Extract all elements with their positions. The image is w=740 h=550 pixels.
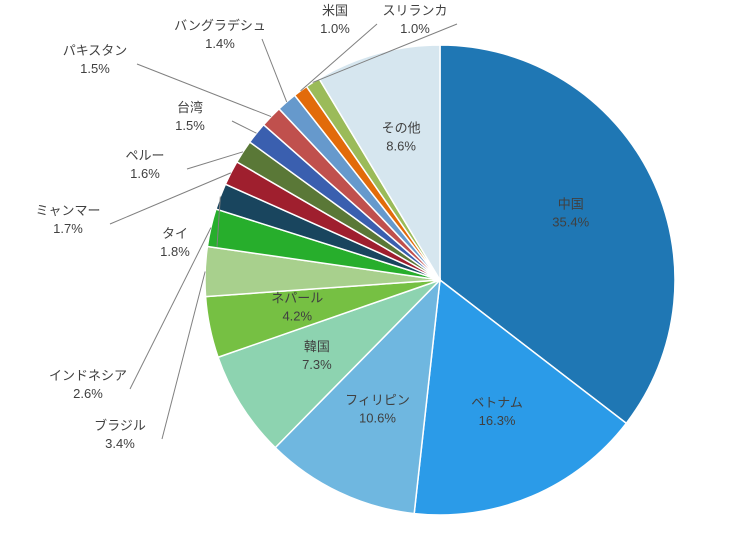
slice-label-percent: 4.2%: [282, 308, 312, 323]
ext-label-name: ペルー: [125, 148, 164, 163]
ext-label-percent: 1.8%: [160, 244, 190, 259]
slice-label-name: その他: [382, 121, 421, 136]
slice-label-percent: 7.3%: [302, 357, 332, 372]
ext-label-name: インドネシア: [49, 368, 127, 383]
ext-label-percent: 2.6%: [73, 386, 103, 401]
ext-label-percent: 1.6%: [130, 166, 160, 181]
pie-chart: 中国 35.4% ベトナム 16.3% フィリピン 10.6% 韓国 7.3% ネパール 4.2%…: [0, 0, 740, 550]
slice-label-percent: 10.6%: [359, 411, 396, 426]
slice-label-percent: 8.6%: [386, 139, 416, 154]
slice-label-name: ベトナム: [471, 395, 523, 410]
ext-label-percent: 1.7%: [53, 221, 83, 236]
slice-label-percent: 16.3%: [479, 413, 516, 428]
ext-label-name: タイ: [162, 226, 188, 241]
ext-label-name: バングラデシュ: [174, 18, 266, 33]
leader-line: [110, 173, 231, 224]
slice-label-name: 韓国: [304, 339, 330, 354]
leader-line: [137, 64, 271, 117]
ext-label-name: ブラジル: [94, 418, 146, 433]
slice-label-name: ネパール: [271, 290, 323, 305]
ext-label-name: 米国: [322, 3, 348, 18]
slice-label-name: 中国: [558, 197, 584, 212]
ext-label-name: パキスタン: [63, 43, 128, 58]
ext-label-name: ミャンマー: [35, 203, 100, 218]
leader-line: [232, 121, 256, 133]
ext-label-percent: 3.4%: [105, 436, 135, 451]
leader-line: [262, 39, 287, 102]
ext-label-percent: 1.5%: [80, 61, 110, 76]
slice-label-percent: 35.4%: [552, 215, 589, 230]
slice-label-name: フィリピン: [345, 393, 410, 408]
leader-line: [162, 272, 205, 439]
ext-label-name: 台湾: [177, 100, 203, 115]
ext-label-percent: 1.0%: [400, 21, 430, 36]
ext-label-name: スリランカ: [382, 3, 447, 18]
ext-label-percent: 1.4%: [205, 36, 235, 51]
ext-label-percent: 1.0%: [320, 21, 350, 36]
ext-label-percent: 1.5%: [175, 118, 205, 133]
